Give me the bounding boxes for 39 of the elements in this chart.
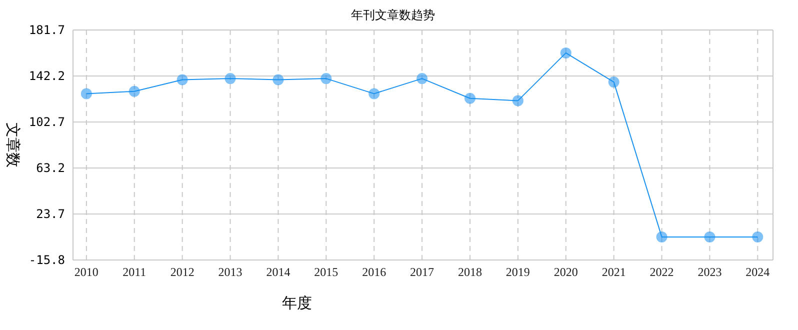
point xyxy=(752,231,764,242)
x-tick-label: 2012 xyxy=(170,265,194,279)
y-tick-label: -15.8 xyxy=(28,253,65,267)
point xyxy=(512,95,524,106)
point xyxy=(80,88,92,100)
point xyxy=(464,92,476,104)
x-axis-title: 年度 xyxy=(282,295,312,312)
point xyxy=(224,73,236,84)
y-tick-label: 181.7 xyxy=(28,23,65,37)
x-tick-label: 2021 xyxy=(602,265,626,279)
x-tick-label: 2014 xyxy=(266,265,290,279)
point xyxy=(176,74,188,86)
point xyxy=(128,86,140,97)
x-tick-label: 2016 xyxy=(362,265,386,279)
x-tick-label: 2011 xyxy=(122,265,146,279)
point xyxy=(704,231,716,242)
x-tick-label: 2019 xyxy=(506,265,530,279)
chart-title: 年刊文章数趋势 xyxy=(351,8,435,22)
x-tick-label: 2020 xyxy=(554,265,578,279)
y-tick-label: 63.2 xyxy=(36,161,65,175)
x-tick-label: 2013 xyxy=(218,265,242,279)
x-tick-label: 2024 xyxy=(746,265,770,279)
x-tick-label: 2022 xyxy=(650,265,674,279)
y-axis-title: 文章数 xyxy=(4,122,21,168)
x-tick-label: 2017 xyxy=(410,265,434,279)
y-tick-label: 142.2 xyxy=(28,69,65,83)
x-tick-label: 2015 xyxy=(314,265,338,279)
point xyxy=(656,231,668,242)
point xyxy=(416,73,428,84)
point xyxy=(368,88,380,100)
x-tick-label: 2010 xyxy=(74,265,98,279)
point xyxy=(272,74,284,86)
y-tick-label: 23.7 xyxy=(36,207,65,221)
x-tick-label: 2018 xyxy=(458,265,482,279)
y-tick-label: 102.7 xyxy=(28,115,65,129)
point xyxy=(608,76,620,88)
x-tick-label: 2023 xyxy=(698,265,722,279)
point xyxy=(560,47,572,58)
point xyxy=(320,73,332,84)
